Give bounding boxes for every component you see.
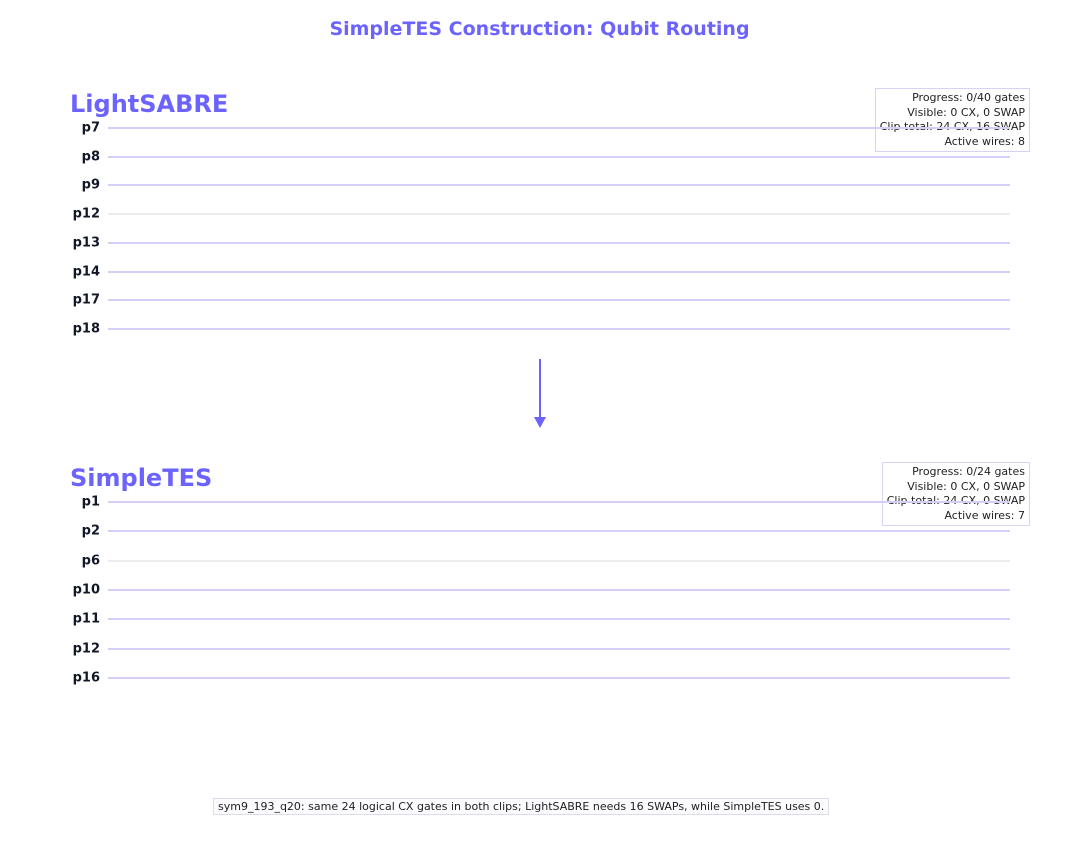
wire-label: p6 — [81, 553, 100, 569]
stat-visible: Visible: 0 CX, 0 SWAP — [907, 105, 1025, 119]
wire-label: p12 — [72, 641, 100, 656]
qubit-wire — [108, 155, 1010, 158]
wire-label: p16 — [72, 670, 100, 686]
wire-label: p10 — [72, 582, 100, 598]
qubit-wire — [108, 213, 1010, 215]
arrow-down-icon — [534, 359, 546, 428]
wire-label: p1 — [81, 494, 100, 510]
qubit-wire — [108, 501, 1010, 503]
wire-label: p13 — [72, 235, 100, 251]
panel-title-simpletes: SimpleTES — [70, 464, 213, 492]
qubit-wire — [108, 647, 1010, 650]
wire-label: p11 — [72, 611, 100, 627]
qubit-wire — [108, 299, 1010, 302]
wire-label: p17 — [72, 292, 100, 308]
qubit-wire — [108, 618, 1010, 621]
stat-active-wires: Active wires: 7 — [944, 508, 1025, 522]
wire-label: p9 — [81, 177, 100, 193]
qubit-wire — [108, 327, 1010, 330]
stat-progress: Progress: 0/24 gates — [912, 465, 1025, 478]
qubit-wire — [108, 588, 1010, 591]
stat-progress: Progress: 0/40 gates — [912, 91, 1025, 104]
wire-label: p8 — [81, 149, 100, 165]
panel-title-lightsabre: LightSABRE — [70, 90, 229, 118]
page-title: SimpleTES Construction: Qubit Routing — [329, 18, 750, 40]
wire-label: p2 — [81, 523, 100, 539]
wire-label: p18 — [72, 321, 100, 337]
qubit-wire — [108, 560, 1010, 562]
wire-label: p14 — [72, 264, 100, 279]
qubit-wire — [108, 241, 1010, 244]
stat-clip-total: Clip total: 24 CX, 16 SWAP — [880, 120, 1025, 135]
qubit-wire — [108, 676, 1010, 679]
stat-clip-total: Clip total: 24 CX, 0 SWAP — [887, 494, 1025, 509]
qubit-wire — [108, 184, 1010, 187]
wire-label: p12 — [72, 206, 100, 222]
qubit-wire — [108, 270, 1010, 273]
stat-visible: Visible: 0 CX, 0 SWAP — [907, 479, 1025, 493]
wire-label: p7 — [81, 120, 100, 136]
stats-box-lightsabre: Progress: 0/40 gates Visible: 0 CX, 0 SW… — [874, 88, 1030, 152]
stat-active-wires: Active wires: 8 — [944, 134, 1025, 148]
qubit-wire — [108, 127, 1010, 129]
caption: sym9_193_q20: same 24 logical CX gates i… — [213, 798, 830, 815]
qubit-wire — [108, 530, 1010, 533]
stats-box-simpletes: Progress: 0/24 gates Visible: 0 CX, 0 SW… — [881, 462, 1030, 526]
